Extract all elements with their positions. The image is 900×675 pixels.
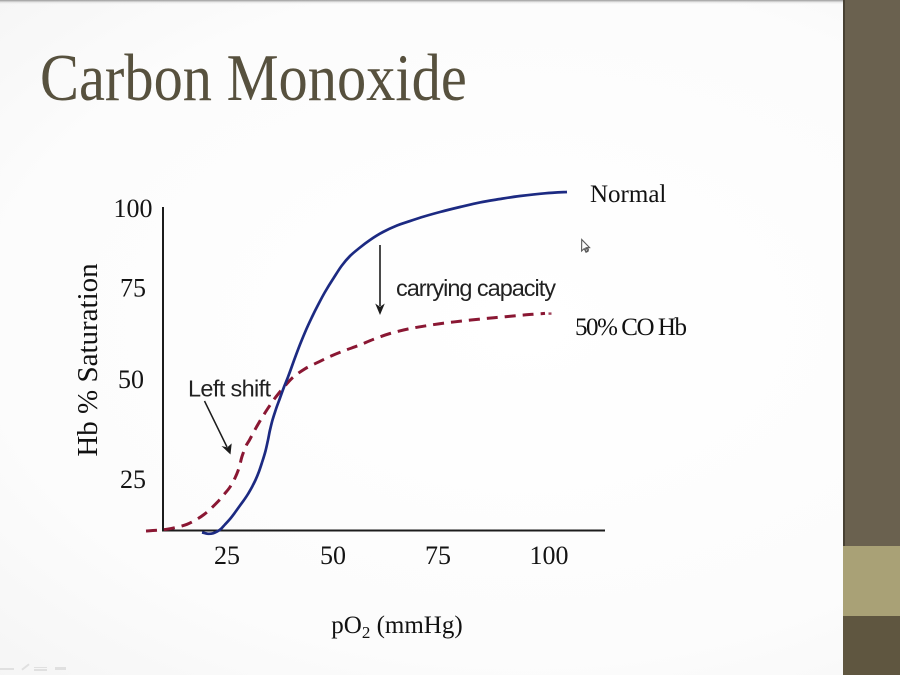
- svg-text:25: 25: [120, 465, 146, 494]
- svg-text:100: 100: [530, 541, 569, 570]
- svg-text:50: 50: [320, 541, 346, 570]
- svg-text:75: 75: [120, 274, 146, 303]
- svg-text:pO2 (mmHg): pO2 (mmHg): [331, 612, 462, 642]
- svg-text:Normal: Normal: [590, 181, 666, 208]
- svg-text:50% CO Hb: 50% CO Hb: [575, 314, 687, 341]
- svg-text:25: 25: [214, 541, 240, 570]
- svg-text:carrying capacity: carrying capacity: [396, 275, 556, 301]
- svg-text:50: 50: [118, 365, 144, 394]
- svg-text:Hb % Saturation: Hb % Saturation: [72, 263, 104, 457]
- svg-text:Left shift: Left shift: [188, 376, 271, 402]
- svg-text:75: 75: [425, 541, 451, 570]
- svg-text:100: 100: [114, 194, 153, 223]
